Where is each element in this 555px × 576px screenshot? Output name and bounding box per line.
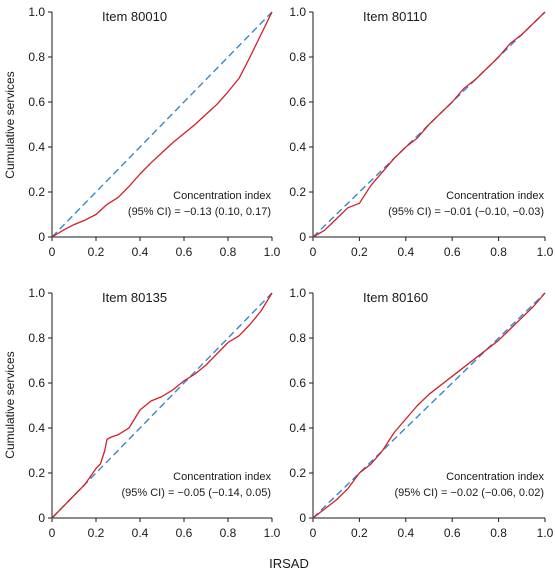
y-tick-label: 0 — [38, 511, 45, 525]
y-tick-label: 0.4 — [28, 140, 45, 154]
y-tick-label: 0.8 — [289, 331, 306, 345]
y-tick-label: 1.0 — [289, 286, 306, 300]
y-tick-label: 0 — [299, 230, 306, 244]
concentration-index-value: (95% CI) = −0.05 (−0.14, 0.05) — [121, 487, 271, 499]
panel-1: 0 0.2 0.4 0.6 0.8 1.0 0 0.2 0.4 0.6 0.8 1.0 Item 800… — [28, 5, 280, 259]
y-tick-label: 0.2 — [289, 466, 306, 480]
concentration-index-value: (95% CI) = −0.13 (0.10, 0.17) — [128, 206, 271, 218]
panel-2: 0 0.2 0.4 0.6 0.8 1.0 0 0.2 0.4 0.6 0.8 1.0 Item 801… — [289, 5, 553, 259]
x-tick-label: 1.0 — [264, 245, 281, 259]
y-tick-label: 0.6 — [289, 376, 306, 390]
y-axis-label-top: Cumulative services — [3, 71, 17, 178]
x-tick-label: 0.4 — [397, 526, 414, 540]
x-tick-label: 0.8 — [220, 526, 237, 540]
x-tick-label: 0.4 — [397, 245, 414, 259]
x-tick-label: 1.0 — [537, 526, 554, 540]
y-tick-label: 0.4 — [28, 421, 45, 435]
y-tick-label: 1.0 — [28, 5, 45, 19]
concentration-curve — [312, 11, 546, 238]
x-tick-label: 0.2 — [351, 526, 368, 540]
x-axis-label: IRSAD — [269, 556, 309, 571]
y-tick-label: 1.0 — [289, 5, 306, 19]
equality-line — [51, 292, 273, 519]
concentration-index-value: (95% CI) = −0.01 (−0.10, −0.03) — [388, 206, 544, 218]
y-tick-label: 0.2 — [289, 185, 306, 199]
y-tick-label: 0.8 — [289, 50, 306, 64]
equality-line — [312, 11, 546, 238]
concentration-index-value: (95% CI) = −0.02 (−0.06, 0.02) — [394, 487, 544, 499]
x-tick-label: 0.2 — [351, 245, 368, 259]
x-tick-label: 0.6 — [444, 526, 461, 540]
x-tick-label: 1.0 — [264, 526, 281, 540]
x-tick-label: 0.6 — [176, 245, 193, 259]
x-tick-label: 0.8 — [490, 245, 507, 259]
concentration-index-label: Concentration index — [446, 190, 544, 202]
y-tick-label: 0.2 — [28, 185, 45, 199]
panels: 0 0.2 0.4 0.6 0.8 1.0 0 0.2 0.4 0.6 0.8 1.0 Item 800… — [28, 5, 553, 540]
panel-title: Item 80160 — [363, 290, 428, 305]
y-tick-label: 0 — [299, 511, 306, 525]
y-tick-label: 0.8 — [28, 50, 45, 64]
x-tick-label: 0 — [49, 526, 56, 540]
concentration-index-label: Concentration index — [446, 471, 544, 483]
equality-line — [51, 11, 273, 238]
x-tick-label: 0.8 — [490, 526, 507, 540]
y-axis-label-bottom: Cumulative services — [3, 351, 17, 458]
y-tick-label: 0.8 — [28, 331, 45, 345]
x-tick-label: 0 — [310, 526, 317, 540]
x-tick-label: 0 — [310, 245, 317, 259]
y-tick-label: 0.6 — [28, 376, 45, 390]
x-tick-label: 0.2 — [88, 526, 105, 540]
equality-line — [312, 292, 546, 519]
panel-3: 0 0.2 0.4 0.6 0.8 1.0 0 0.2 0.4 0.6 0.8 1.0 Item 801… — [28, 286, 280, 540]
x-tick-label: 1.0 — [537, 245, 554, 259]
x-tick-label: 0.2 — [88, 245, 105, 259]
concentration-index-label: Concentration index — [173, 471, 271, 483]
panel-title: Item 80135 — [102, 290, 167, 305]
panel-title: Item 80010 — [102, 9, 167, 24]
y-tick-label: 0.6 — [28, 95, 45, 109]
concentration-curve — [51, 292, 273, 519]
concentration-index-label: Concentration index — [173, 190, 271, 202]
y-tick-label: 0.4 — [289, 421, 306, 435]
x-tick-label: 0.6 — [444, 245, 461, 259]
y-tick-label: 0 — [38, 230, 45, 244]
panel-4: 0 0.2 0.4 0.6 0.8 1.0 0 0.2 0.4 0.6 0.8 1.0 Item 801… — [289, 286, 553, 540]
y-tick-label: 0.2 — [28, 466, 45, 480]
x-tick-label: 0 — [49, 245, 56, 259]
y-tick-label: 0.4 — [289, 140, 306, 154]
y-tick-label: 0.6 — [289, 95, 306, 109]
x-tick-label: 0.4 — [132, 245, 149, 259]
concentration-curve — [51, 11, 273, 238]
x-tick-label: 0.8 — [220, 245, 237, 259]
x-tick-label: 0.6 — [176, 526, 193, 540]
panel-title: Item 80110 — [363, 9, 427, 24]
y-tick-label: 1.0 — [28, 286, 45, 300]
concentration-curve — [312, 292, 546, 519]
x-tick-label: 0.4 — [132, 526, 149, 540]
